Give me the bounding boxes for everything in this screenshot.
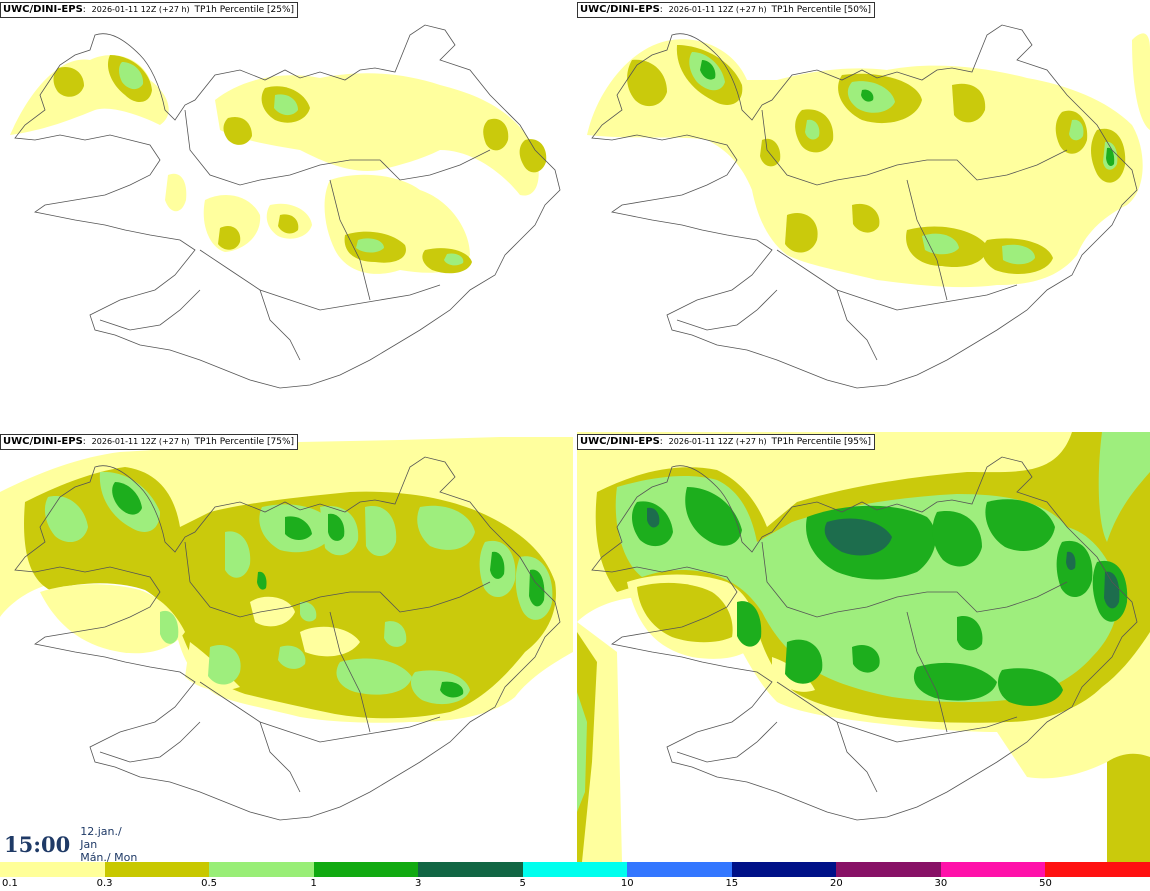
legend-swatch <box>522 862 628 877</box>
panel-divider <box>574 0 576 862</box>
legend-swatch <box>104 862 210 877</box>
legend-tick-label: 20 <box>829 878 843 889</box>
precip-field <box>0 437 573 723</box>
run-time: 2026-01-11 12Z (+27 h) <box>668 5 767 14</box>
precip-field <box>10 55 547 274</box>
model-name: UWC/DINI-EPS <box>580 436 660 447</box>
legend-tick-label: 5 <box>519 878 526 889</box>
field-name: TP1h Percentile [50%] <box>771 5 872 15</box>
legend-swatch <box>418 862 523 877</box>
precip-map <box>0 437 573 821</box>
color-legend: 0.1 0.3 0.5 1 3 5 10 15 20 30 50 <box>0 862 1150 891</box>
valid-date: 12.jan./ Jan Mán./ Mon <box>80 825 140 864</box>
panel-title: UWC/DINI-EPS: 2026-01-11 12Z (+27 h) TP1… <box>0 2 299 18</box>
field-name: TP1h Percentile [75%] <box>194 437 295 447</box>
map-panel-75pct: UWC/DINI-EPS: 2026-01-11 12Z (+27 h) TP1… <box>0 432 573 862</box>
precip-field <box>587 33 1150 288</box>
legend-labels: 0.1 0.3 0.5 1 3 5 10 15 20 30 50 <box>0 877 1150 891</box>
legend-tick-label: 10 <box>620 878 634 889</box>
model-name: UWC/DINI-EPS <box>580 4 660 15</box>
run-time: 2026-01-11 12Z (+27 h) <box>91 437 190 446</box>
valid-date-day: 12.jan./ Jan <box>80 824 122 851</box>
iceland-coastline <box>591 24 1138 389</box>
legend-swatch <box>313 862 419 877</box>
valid-date-weekday: Mán./ Mon <box>80 850 138 864</box>
legend-tick-label: 0.3 <box>96 878 113 889</box>
map-panel-25pct: UWC/DINI-EPS: 2026-01-11 12Z (+27 h) TP1… <box>0 0 573 430</box>
run-time: 2026-01-11 12Z (+27 h) <box>668 437 767 446</box>
panel-title: UWC/DINI-EPS: 2026-01-11 12Z (+27 h) TP1… <box>0 434 299 450</box>
legend-swatch <box>1045 862 1150 877</box>
precip-map <box>577 432 1150 862</box>
run-time: 2026-01-11 12Z (+27 h) <box>91 5 190 14</box>
field-name: TP1h Percentile [25%] <box>194 5 295 15</box>
iceland-coastline <box>14 24 561 389</box>
legend-tick-label: 50 <box>1039 878 1052 889</box>
legend-tick-label: 3 <box>414 878 422 889</box>
valid-time: 15:00 <box>4 831 71 857</box>
model-name: UWC/DINI-EPS <box>3 4 83 15</box>
precip-field <box>577 432 1150 862</box>
precip-map <box>587 24 1150 389</box>
panel-title: UWC/DINI-EPS: 2026-01-11 12Z (+27 h) TP1… <box>577 2 876 18</box>
legend-swatch <box>731 862 837 877</box>
map-panel-95pct: UWC/DINI-EPS: 2026-01-11 12Z (+27 h) TP1… <box>577 432 1150 862</box>
legend-swatch <box>940 862 1046 877</box>
legend-swatch <box>0 862 105 877</box>
legend-tick-label: 0.1 <box>2 878 18 889</box>
legend-tick-label: 30 <box>934 878 948 889</box>
iceland-coastline <box>591 456 1138 821</box>
precip-map <box>10 24 561 389</box>
model-name: UWC/DINI-EPS <box>3 436 83 447</box>
legend-color-bar <box>0 862 1150 877</box>
valid-time-box: 15:00 12.jan./ Jan Mán./ Mon <box>0 825 140 864</box>
iceland-coastline <box>14 456 561 821</box>
legend-tick-label: 1 <box>310 878 317 889</box>
legend-swatch <box>209 862 314 877</box>
panel-title: UWC/DINI-EPS: 2026-01-11 12Z (+27 h) TP1… <box>577 434 876 450</box>
map-panel-50pct: UWC/DINI-EPS: 2026-01-11 12Z (+27 h) TP1… <box>577 0 1150 430</box>
legend-tick-label: 15 <box>725 878 739 889</box>
legend-tick-label: 0.5 <box>201 878 218 889</box>
field-name: TP1h Percentile [95%] <box>771 437 872 447</box>
legend-swatch <box>836 862 941 877</box>
legend-swatch <box>627 862 732 877</box>
